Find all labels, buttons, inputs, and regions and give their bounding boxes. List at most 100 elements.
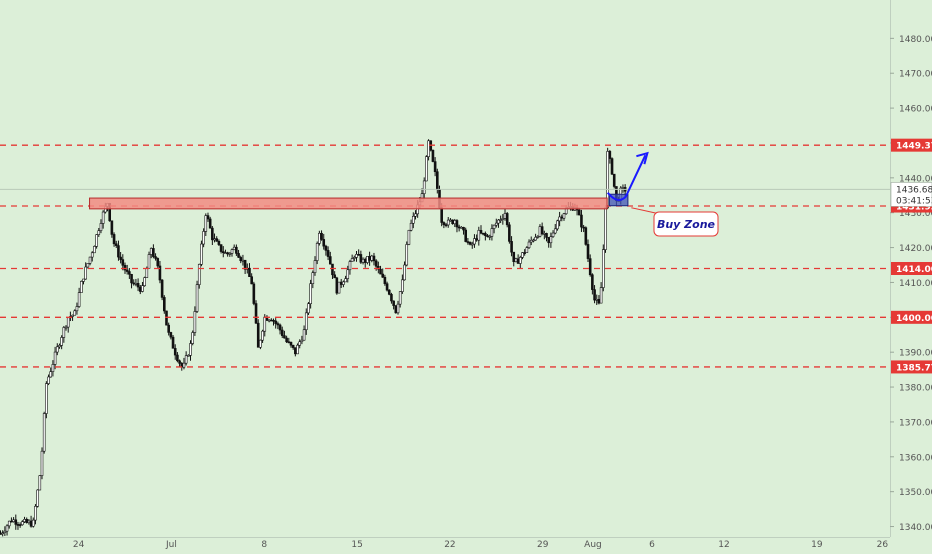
candle-body [14,519,18,525]
candle-body [272,319,275,322]
candle-body [12,519,15,522]
candle-body [176,354,179,362]
candle-body [523,252,526,254]
candle-body [191,332,194,344]
candle-body [582,226,585,229]
candle-body [294,347,297,355]
candle-body [436,171,439,190]
x-tick-label: Jul [165,540,177,550]
candle-body [315,243,319,261]
candle-body [521,252,524,258]
candle-body [512,251,516,263]
candle-body [1,532,4,534]
candle-body [302,329,306,341]
candle-body [304,312,308,331]
candle-body [383,276,387,284]
level-price-tag [891,310,932,324]
y-tick-label: 1340.00 [899,523,932,533]
y-tick-label: 1420.00 [899,244,932,254]
candle-body [466,241,470,243]
candle-body [158,265,162,281]
y-tick-label: 1480.00 [899,35,932,45]
candle-body [40,450,44,476]
candle-body [117,245,120,258]
candle-body [241,259,245,262]
y-tick-label: 1370.00 [899,418,932,428]
candle-body [154,256,157,259]
candle-body [270,319,273,322]
candle-body [276,323,280,326]
y-tick-label: 1460.00 [899,105,932,115]
candle-body [597,299,601,304]
candle-body [38,475,42,491]
candle-body [300,339,304,343]
level-price-label: 1449.37 [896,142,932,152]
candle-body [610,158,614,175]
candle-body [230,249,234,254]
candle-body [217,240,221,245]
candle-body [182,362,186,368]
candle-body [278,324,282,331]
candle-body [283,335,286,339]
candle-body [318,232,321,244]
candle-body [348,261,352,271]
candle-body [95,234,98,247]
candle-body [599,287,603,304]
candle-body [591,274,594,290]
level-price-label: 1431.92 [896,203,932,213]
candle-body [477,230,481,241]
candle-body [193,311,197,333]
price-labels-layer: 1449.37 1431.92 1414.00 1400.00 1385.77 1436.… [890,138,932,374]
candle-body [363,258,367,263]
candle-body [261,330,264,341]
candle-body [147,254,151,269]
candle-body [499,219,502,221]
y-tick-label: 1430.00 [899,209,932,219]
level-price-tag [891,360,932,374]
projection-arrow-icon[interactable] [606,154,647,201]
time-axis[interactable]: 24 Jul 8 15 22 29 Aug 6 12 19 26 [0,537,890,551]
candle-body [562,213,566,219]
candle-body [560,216,564,219]
candle-body [169,332,173,338]
candle-body [34,506,37,521]
candle-body [381,273,385,278]
candle-body [547,237,550,244]
candle-body [324,245,328,251]
candle-body [409,222,413,231]
candle-body [608,151,612,159]
candle-body [88,256,92,264]
candle-body [125,269,129,272]
candle-body [145,267,149,278]
candle-body [488,236,492,238]
candle-body [259,339,262,348]
y-tick-label: 1350.00 [899,488,932,498]
candle-body [119,256,122,260]
resistance-band[interactable] [89,197,608,210]
candle-body [143,277,146,286]
candle-body [595,299,599,301]
countdown-label: 03:41:53 [896,196,932,206]
candle-body [178,360,181,364]
candle-body [112,234,116,245]
annotation-pointer [631,207,661,215]
candle-body [307,303,310,314]
candle-body [366,256,369,263]
candle-body [167,324,170,333]
candle-body [7,520,11,527]
candle-body [134,283,138,285]
candle-body [16,524,20,526]
candle-body [398,291,402,305]
candle-body [326,250,330,257]
candle-body [77,292,81,307]
annotation-box[interactable] [653,211,719,237]
candle-body [280,329,284,336]
candle-body [549,236,553,244]
candle-body [486,235,489,237]
y-tick-label: 1440.00 [899,174,932,184]
candle-body [204,215,208,232]
candle-body [344,278,347,283]
level-price-tag [891,138,932,152]
